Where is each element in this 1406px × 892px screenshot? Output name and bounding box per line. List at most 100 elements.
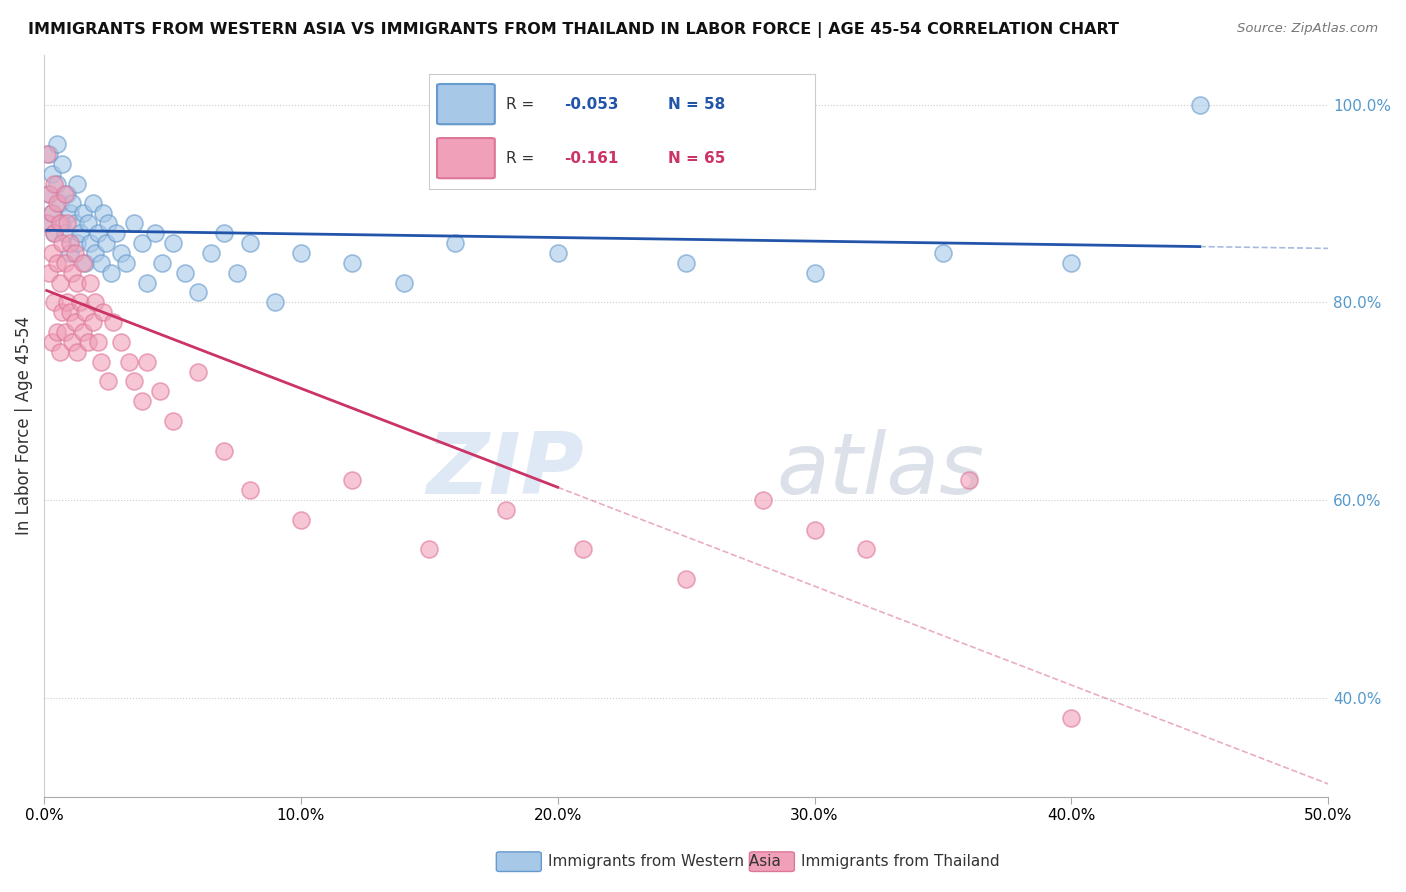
Point [60, 266, 83, 280]
Point [87, 334, 110, 349]
Point [76, 334, 98, 349]
Text: atlas: atlas [776, 429, 984, 512]
Point [60, 334, 83, 349]
Point [59, 305, 82, 319]
Point [238, 235, 260, 250]
Point [1060, 710, 1083, 724]
Point [957, 473, 980, 487]
Point [51, 157, 73, 171]
Point [51, 305, 73, 319]
Point [44, 226, 66, 240]
Point [41, 206, 63, 220]
Point [41, 334, 63, 349]
Point [51, 235, 73, 250]
Point [803, 266, 825, 280]
Point [66, 344, 89, 359]
Point [38, 147, 60, 161]
Point [118, 354, 141, 368]
Point [46, 177, 69, 191]
Point [675, 256, 697, 270]
Point [110, 246, 132, 260]
Point [149, 384, 172, 399]
Point [63, 216, 86, 230]
Y-axis label: In Labor Force | Age 45-54: In Labor Force | Age 45-54 [15, 317, 32, 535]
Point [53, 256, 76, 270]
Point [60, 196, 83, 211]
Point [418, 542, 440, 557]
Point [91, 305, 114, 319]
Point [56, 186, 79, 201]
Point [855, 542, 877, 557]
Point [238, 483, 260, 498]
Point [342, 256, 364, 270]
Point [264, 295, 287, 310]
Point [63, 315, 86, 329]
Text: IMMIGRANTS FROM WESTERN ASIA VS IMMIGRANTS FROM THAILAND IN LABOR FORCE | AGE 45: IMMIGRANTS FROM WESTERN ASIA VS IMMIGRAN… [28, 22, 1119, 38]
Point [48, 216, 70, 230]
Point [44, 226, 66, 240]
Point [174, 266, 197, 280]
Point [143, 226, 166, 240]
Point [1188, 97, 1211, 112]
Point [122, 375, 145, 389]
Point [103, 315, 125, 329]
Point [162, 235, 184, 250]
Point [75, 305, 97, 319]
Point [392, 276, 415, 290]
Point [44, 177, 66, 191]
Point [131, 235, 153, 250]
Point [46, 137, 69, 152]
Point [76, 216, 98, 230]
Point [290, 246, 312, 260]
Point [752, 493, 775, 508]
Point [56, 295, 79, 310]
Point [63, 246, 86, 260]
Point [342, 473, 364, 487]
Point [84, 246, 107, 260]
Point [53, 325, 76, 339]
Point [46, 325, 69, 339]
Point [72, 325, 94, 339]
Point [66, 276, 89, 290]
Point [547, 246, 569, 260]
Point [131, 394, 153, 409]
Point [91, 206, 114, 220]
Point [187, 365, 209, 379]
Point [59, 246, 82, 260]
Point [41, 206, 63, 220]
Point [82, 196, 104, 211]
Point [38, 266, 60, 280]
Point [803, 523, 825, 537]
Point [225, 266, 247, 280]
Point [84, 295, 107, 310]
Point [38, 186, 60, 201]
Point [115, 256, 138, 270]
Point [90, 354, 112, 368]
Point [1060, 256, 1083, 270]
Point [100, 266, 122, 280]
Point [48, 196, 70, 211]
Point [212, 226, 235, 240]
Point [53, 226, 76, 240]
Point [495, 503, 517, 517]
Point [150, 256, 173, 270]
Point [41, 246, 63, 260]
Point [122, 216, 145, 230]
Point [94, 235, 117, 250]
Text: Immigrants from Western Asia: Immigrants from Western Asia [548, 855, 782, 869]
Point [200, 246, 222, 260]
Point [75, 256, 97, 270]
Text: Source: ZipAtlas.com: Source: ZipAtlas.com [1237, 22, 1378, 36]
Point [572, 542, 595, 557]
Point [90, 256, 112, 270]
Point [41, 167, 63, 181]
Point [35, 147, 58, 161]
Point [69, 295, 91, 310]
Point [87, 226, 110, 240]
Point [187, 285, 209, 300]
Point [59, 235, 82, 250]
Point [932, 246, 955, 260]
Point [444, 235, 467, 250]
Text: Immigrants from Thailand: Immigrants from Thailand [801, 855, 1000, 869]
Point [290, 513, 312, 527]
